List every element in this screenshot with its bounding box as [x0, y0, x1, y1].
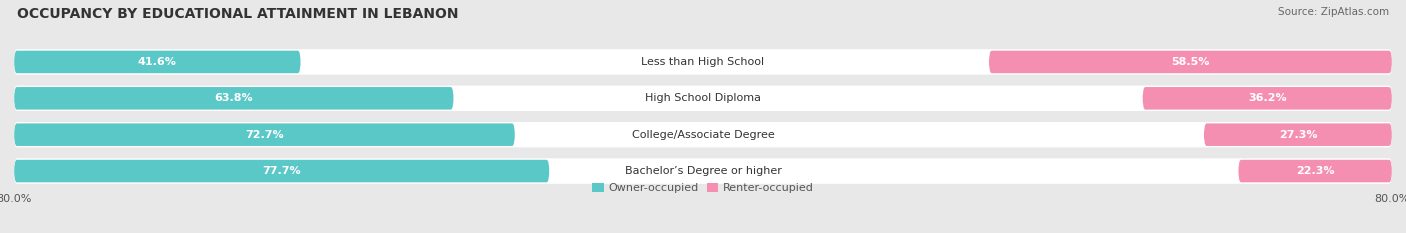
- Legend: Owner-occupied, Renter-occupied: Owner-occupied, Renter-occupied: [588, 178, 818, 197]
- FancyBboxPatch shape: [14, 123, 515, 146]
- FancyBboxPatch shape: [14, 160, 550, 182]
- FancyBboxPatch shape: [1239, 160, 1392, 182]
- Text: Less than High School: Less than High School: [641, 57, 765, 67]
- FancyBboxPatch shape: [14, 122, 1392, 147]
- Text: OCCUPANCY BY EDUCATIONAL ATTAINMENT IN LEBANON: OCCUPANCY BY EDUCATIONAL ATTAINMENT IN L…: [17, 7, 458, 21]
- FancyBboxPatch shape: [14, 86, 1392, 111]
- Text: High School Diploma: High School Diploma: [645, 93, 761, 103]
- Text: College/Associate Degree: College/Associate Degree: [631, 130, 775, 140]
- Text: 72.7%: 72.7%: [245, 130, 284, 140]
- Text: 22.3%: 22.3%: [1296, 166, 1334, 176]
- Text: 36.2%: 36.2%: [1249, 93, 1286, 103]
- Text: 77.7%: 77.7%: [263, 166, 301, 176]
- FancyBboxPatch shape: [14, 49, 1392, 75]
- FancyBboxPatch shape: [14, 87, 454, 110]
- Text: 63.8%: 63.8%: [215, 93, 253, 103]
- FancyBboxPatch shape: [14, 158, 1392, 184]
- FancyBboxPatch shape: [1204, 123, 1392, 146]
- FancyBboxPatch shape: [1143, 87, 1392, 110]
- FancyBboxPatch shape: [14, 51, 301, 73]
- Text: Source: ZipAtlas.com: Source: ZipAtlas.com: [1278, 7, 1389, 17]
- Text: 58.5%: 58.5%: [1171, 57, 1209, 67]
- Text: 41.6%: 41.6%: [138, 57, 177, 67]
- Text: 27.3%: 27.3%: [1278, 130, 1317, 140]
- FancyBboxPatch shape: [988, 51, 1392, 73]
- Text: Bachelor’s Degree or higher: Bachelor’s Degree or higher: [624, 166, 782, 176]
